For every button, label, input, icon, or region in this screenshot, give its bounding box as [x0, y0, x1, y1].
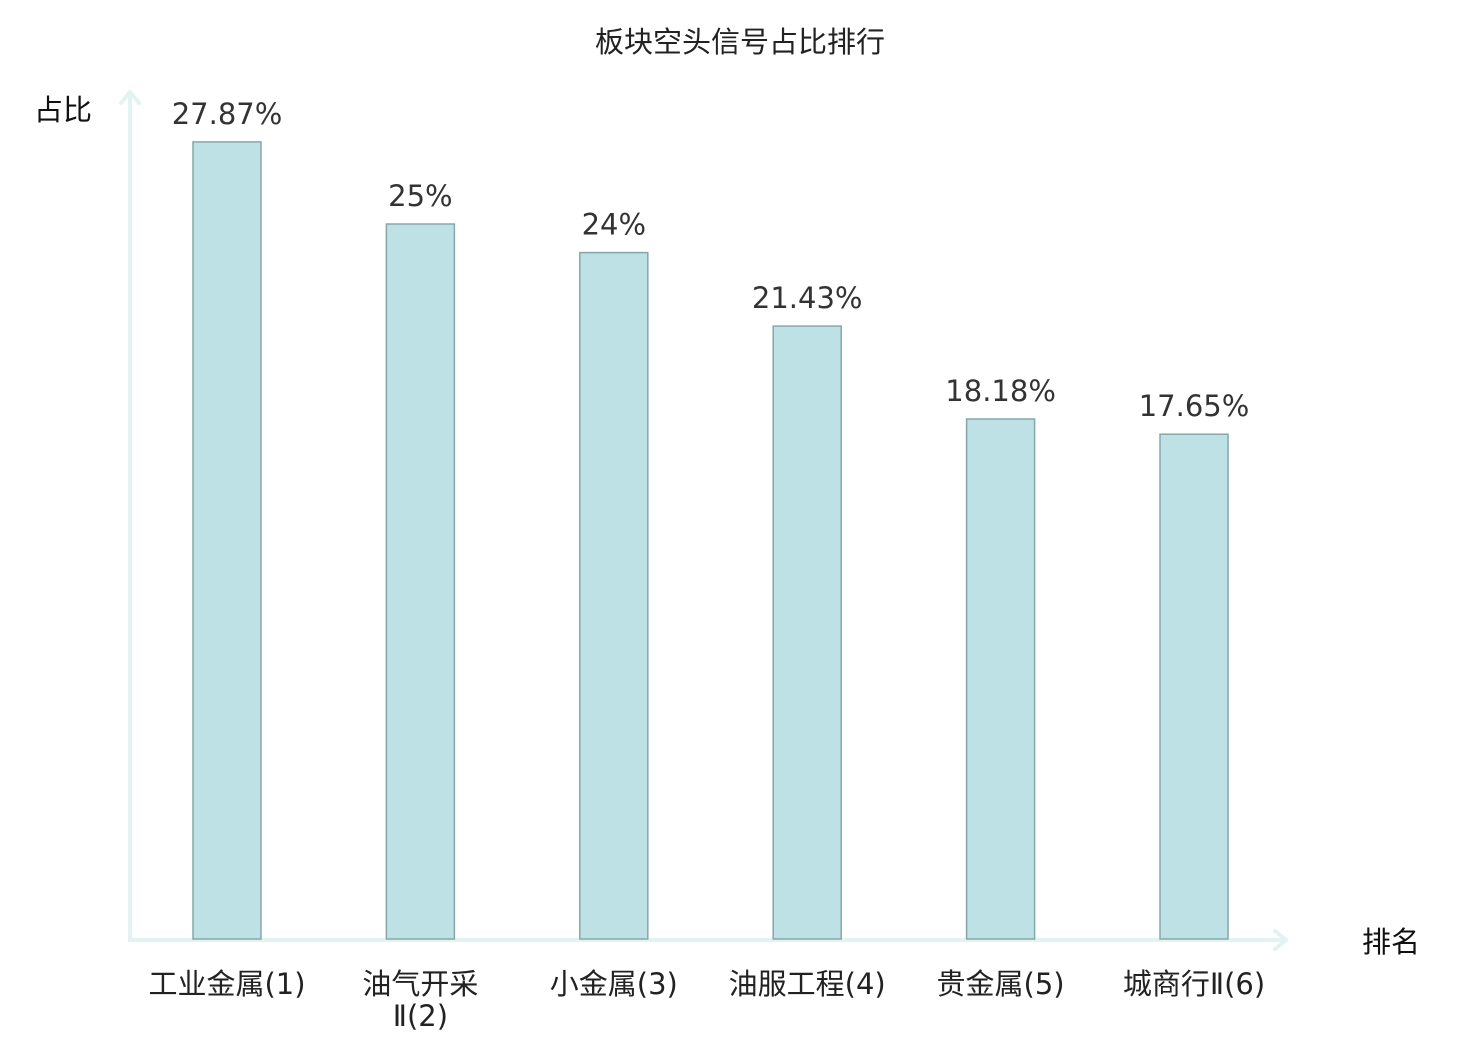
category-label-5: 贵金属(5) [937, 967, 1065, 1001]
bar-2 [385, 223, 456, 940]
category-label-3-line-1: 小金属(3) [550, 967, 678, 1001]
category-label-2-line-2: Ⅱ(2) [393, 999, 448, 1033]
value-label-1: 27.87% [172, 97, 283, 131]
category-label-1-line-1: 工业金属(1) [148, 967, 305, 1001]
value-label-2: 25% [388, 179, 452, 213]
category-label-5-line-1: 贵金属(5) [937, 967, 1065, 1001]
category-label-6-line-1: 城商行Ⅱ(6) [1123, 967, 1265, 1001]
bars-group [192, 141, 1229, 940]
category-label-2-line-1: 油气开采 [362, 967, 478, 1001]
category-label-3: 小金属(3) [550, 967, 678, 1001]
category-labels-group: 工业金属(1) 油气开采 Ⅱ(2) 小金属(3) 油服工程(4) 贵金属(5) 城商行Ⅱ(6… [148, 967, 1265, 1033]
category-label-6: 城商行Ⅱ(6) [1123, 967, 1265, 1001]
category-label-2: 油气开采 Ⅱ(2) [362, 967, 478, 1033]
bar-4 [772, 325, 842, 940]
value-label-4: 21.43% [752, 281, 863, 315]
value-labels-group: 27.87% 25% 24% 21.43% 18.18% 17.65% [172, 97, 1250, 423]
value-label-3: 24% [582, 208, 646, 242]
y-axis-arrow [119, 90, 141, 105]
chart-title: 板块空头信号占比排行 [595, 25, 885, 59]
category-label-4-line-1: 油服工程(4) [729, 967, 886, 1001]
category-label-4: 油服工程(4) [729, 967, 886, 1001]
x-axis-label: 排名 [1362, 925, 1420, 959]
y-axis-label: 占比 [34, 93, 92, 127]
bar-5 [965, 418, 1036, 940]
bar-1 [192, 141, 262, 940]
x-axis-arrow [1273, 929, 1288, 951]
bar-6 [1159, 433, 1229, 940]
bar-3 [579, 251, 649, 940]
value-label-5: 18.18% [945, 374, 1056, 408]
category-label-1: 工业金属(1) [148, 967, 305, 1001]
value-label-6: 17.65% [1139, 389, 1250, 423]
